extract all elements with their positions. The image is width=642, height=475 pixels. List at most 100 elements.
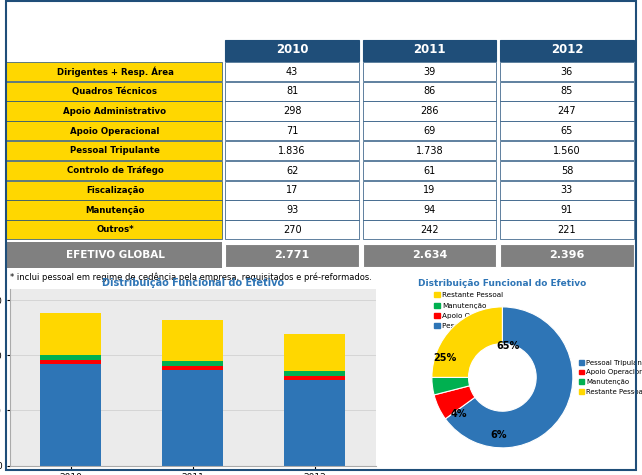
Bar [284, 380, 345, 466]
FancyBboxPatch shape [225, 141, 359, 160]
Text: 1.738: 1.738 [416, 146, 444, 156]
FancyBboxPatch shape [225, 244, 359, 267]
FancyBboxPatch shape [363, 141, 496, 160]
Text: Fiscalização: Fiscalização [86, 186, 144, 195]
Text: 2010: 2010 [276, 43, 308, 57]
FancyBboxPatch shape [500, 220, 634, 239]
FancyBboxPatch shape [6, 141, 221, 160]
Bar [162, 321, 223, 361]
FancyBboxPatch shape [6, 101, 221, 121]
FancyBboxPatch shape [363, 121, 496, 141]
Text: Apoio Administrativo: Apoio Administrativo [64, 107, 166, 116]
Wedge shape [432, 378, 469, 395]
Text: Controlo de Tráfego: Controlo de Tráfego [67, 166, 163, 175]
Legend: Pessoal Tripulante, Apoio Operacional, Manutenção, Restante Pessoal: Pessoal Tripulante, Apoio Operacional, M… [577, 357, 642, 398]
FancyBboxPatch shape [363, 161, 496, 180]
FancyBboxPatch shape [6, 180, 221, 200]
FancyBboxPatch shape [6, 161, 221, 180]
Text: 298: 298 [283, 106, 301, 116]
Text: 94: 94 [424, 205, 436, 215]
FancyBboxPatch shape [225, 200, 359, 219]
FancyBboxPatch shape [363, 40, 496, 61]
Bar [40, 361, 101, 364]
Bar [40, 364, 101, 466]
Text: 2011: 2011 [413, 43, 446, 57]
Bar [284, 333, 345, 371]
FancyBboxPatch shape [363, 180, 496, 200]
Text: 71: 71 [286, 126, 299, 136]
FancyBboxPatch shape [225, 82, 359, 101]
Text: Outros*: Outros* [96, 226, 134, 235]
Text: 81: 81 [286, 86, 299, 96]
Text: Pessoal Tripulante: Pessoal Tripulante [70, 146, 160, 155]
Text: DISTRIBUIÇÃO FUNCIONAL DO EFETIVO: DISTRIBUIÇÃO FUNCIONAL DO EFETIVO [168, 9, 474, 25]
FancyBboxPatch shape [500, 141, 634, 160]
Text: 242: 242 [421, 225, 439, 235]
Text: 1.560: 1.560 [553, 146, 581, 156]
Bar [40, 313, 101, 355]
Text: 25%: 25% [433, 352, 456, 362]
Text: 93: 93 [286, 205, 299, 215]
Legend: Restante Pessoal, Manutenção, Apoio Operacional, Pessoal Tripulante: Restante Pessoal, Manutenção, Apoio Oper… [431, 289, 511, 332]
FancyBboxPatch shape [363, 200, 496, 219]
FancyBboxPatch shape [363, 220, 496, 239]
Text: 65%: 65% [496, 341, 519, 351]
FancyBboxPatch shape [500, 244, 634, 267]
Text: * inclui pessoal em regime de cedência pela empresa, requisitados e pré-reformad: * inclui pessoal em regime de cedência p… [10, 273, 372, 282]
FancyBboxPatch shape [6, 82, 221, 101]
FancyBboxPatch shape [500, 161, 634, 180]
Text: 221: 221 [558, 225, 577, 235]
FancyBboxPatch shape [6, 62, 221, 81]
FancyBboxPatch shape [500, 40, 634, 61]
Text: 65: 65 [560, 126, 573, 136]
Text: 36: 36 [560, 66, 573, 76]
FancyBboxPatch shape [225, 161, 359, 180]
Text: 4%: 4% [451, 409, 467, 419]
Wedge shape [434, 386, 475, 419]
FancyBboxPatch shape [500, 200, 634, 219]
Wedge shape [432, 307, 503, 378]
Title: Distribuição Funcional do Efetivo: Distribuição Funcional do Efetivo [418, 279, 587, 288]
Text: Manutenção: Manutenção [85, 206, 144, 215]
Text: 85: 85 [560, 86, 573, 96]
Bar [40, 355, 101, 361]
Text: 2.634: 2.634 [412, 250, 447, 260]
Text: 6%: 6% [490, 430, 507, 440]
FancyBboxPatch shape [500, 62, 634, 81]
FancyBboxPatch shape [363, 101, 496, 121]
Text: 270: 270 [283, 225, 302, 235]
FancyBboxPatch shape [363, 62, 496, 81]
FancyBboxPatch shape [225, 62, 359, 81]
FancyBboxPatch shape [225, 101, 359, 121]
Text: 2.771: 2.771 [275, 250, 310, 260]
FancyBboxPatch shape [500, 101, 634, 121]
Bar [162, 361, 223, 366]
Text: 19: 19 [424, 185, 436, 195]
FancyBboxPatch shape [363, 82, 496, 101]
FancyBboxPatch shape [225, 121, 359, 141]
FancyBboxPatch shape [225, 40, 359, 61]
Text: EFETIVO GLOBAL: EFETIVO GLOBAL [65, 250, 164, 260]
Text: 91: 91 [560, 205, 573, 215]
FancyBboxPatch shape [225, 180, 359, 200]
Title: Distribuição Funcional do Efetivo: Distribuição Funcional do Efetivo [101, 278, 284, 288]
Text: 62: 62 [286, 166, 299, 176]
FancyBboxPatch shape [6, 200, 221, 219]
Text: 58: 58 [560, 166, 573, 176]
Bar [284, 376, 345, 380]
Text: 69: 69 [424, 126, 436, 136]
Text: 86: 86 [424, 86, 436, 96]
Bar [162, 366, 223, 370]
Text: 61: 61 [424, 166, 436, 176]
Text: 39: 39 [424, 66, 436, 76]
FancyBboxPatch shape [6, 220, 221, 239]
FancyBboxPatch shape [225, 220, 359, 239]
Text: 2.396: 2.396 [549, 250, 585, 260]
Text: Apoio Operacional: Apoio Operacional [70, 126, 160, 135]
Wedge shape [446, 307, 573, 448]
Text: Dirigentes + Resp. Área: Dirigentes + Resp. Área [56, 66, 173, 77]
Text: 43: 43 [286, 66, 299, 76]
FancyBboxPatch shape [500, 180, 634, 200]
Text: 2012: 2012 [551, 43, 583, 57]
FancyBboxPatch shape [6, 242, 221, 268]
